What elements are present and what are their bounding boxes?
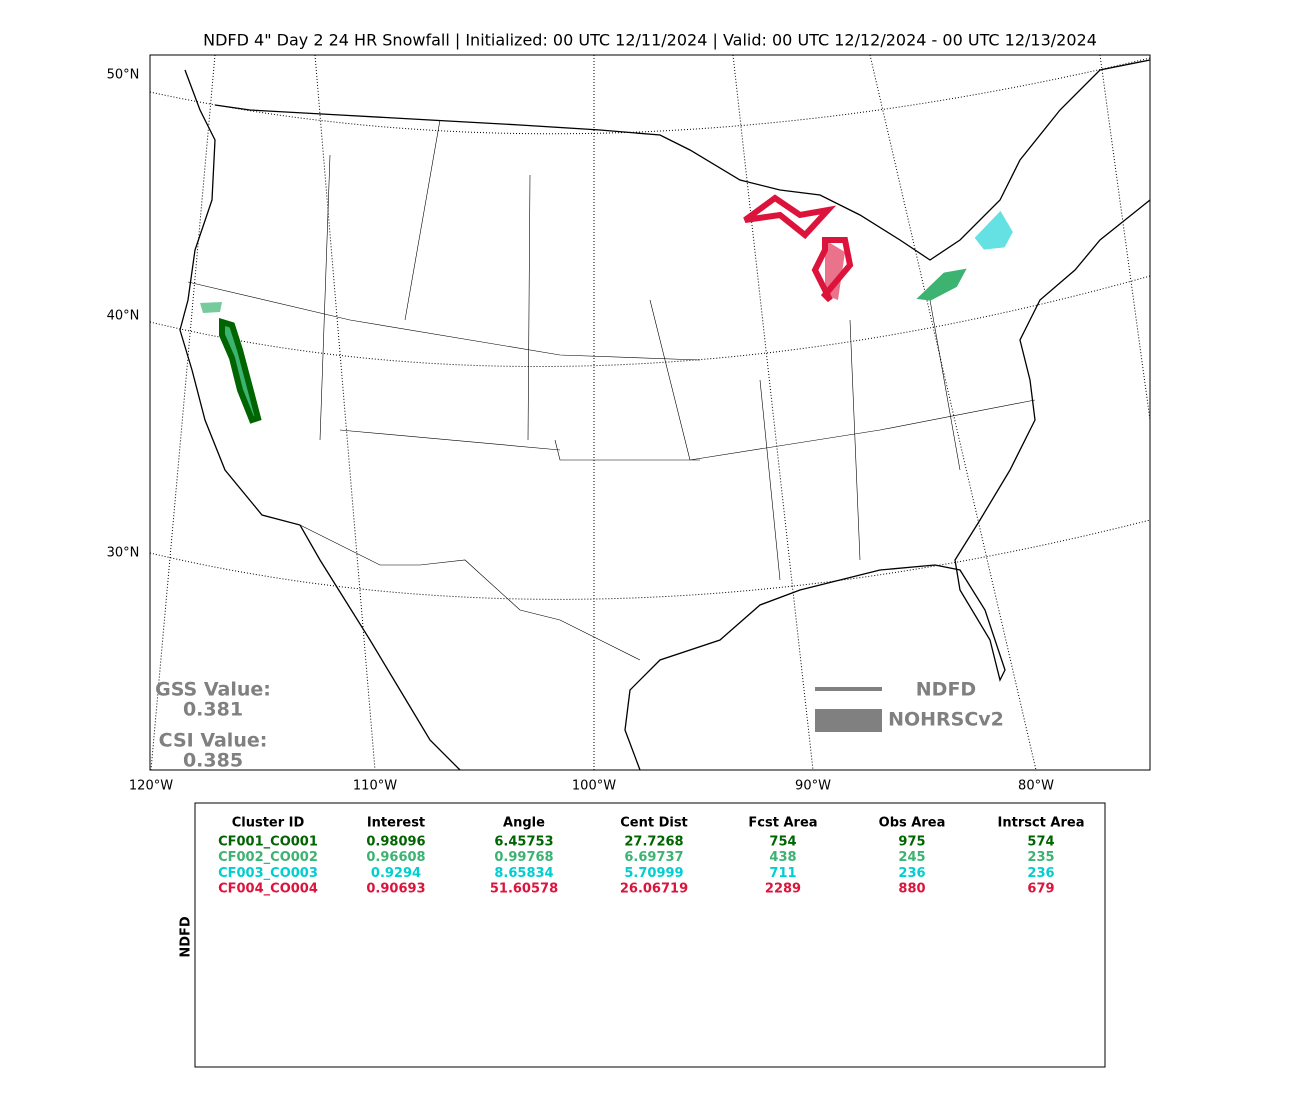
cluster-2-observed — [200, 302, 222, 313]
gss-label: GSS Value: — [155, 679, 271, 701]
table-cell: 0.96608 — [366, 850, 425, 865]
cluster-1 — [219, 317, 262, 424]
table-frame — [194, 802, 1106, 1068]
borders — [187, 119, 1036, 661]
map: 50°N 40°N 30°N 120°W 110°W 100°W 90°W 80… — [107, 54, 1151, 794]
table-cell: CF001_CO001 — [218, 835, 318, 850]
lat-label: 40°N — [107, 309, 140, 324]
table-cell: 0.9294 — [371, 866, 421, 881]
column-header: Cent Dist — [620, 816, 688, 831]
table-cell: 975 — [898, 835, 925, 850]
cluster-4-forecast — [743, 194, 854, 303]
lon-label: 80°W — [1018, 779, 1054, 794]
legend-label: NDFD — [916, 679, 976, 701]
table-cell: 574 — [1027, 835, 1054, 850]
title: NDFD 4" Day 2 24 HR Snowfall | Initializ… — [203, 31, 1097, 50]
table-cell: 245 — [898, 850, 925, 865]
meridian — [314, 55, 376, 770]
gss-value: 0.381 — [183, 699, 243, 721]
table-cell: 0.98096 — [366, 835, 425, 850]
legend-area — [815, 709, 882, 732]
map-frame — [149, 54, 1151, 771]
lon-label: 100°W — [572, 779, 616, 794]
column-header: Interest — [367, 816, 425, 831]
table-cell: 2289 — [765, 882, 801, 897]
csi-label: CSI Value: — [159, 730, 268, 752]
table-cell: 880 — [898, 882, 925, 897]
column-header: Fcst Area — [748, 816, 817, 831]
table-side-label: NDFD — [179, 916, 194, 958]
table-cell: 235 — [1027, 850, 1054, 865]
table-cell: 0.99768 — [494, 850, 553, 865]
lon-label: 110°W — [353, 779, 397, 794]
table-cell: 754 — [769, 835, 796, 850]
cluster-3 — [974, 210, 1013, 250]
cluster-2 — [916, 268, 967, 301]
table-cell: CF003_CO003 — [218, 866, 318, 881]
table-cell: 6.69737 — [624, 850, 683, 865]
table: NDFD Cluster ID Interest Angle Cent Dist Fcs… — [179, 802, 1106, 1068]
parallel — [150, 275, 1150, 368]
csi-value: 0.385 — [183, 750, 243, 772]
lon-label: 120°W — [129, 779, 173, 794]
lon-label: 90°W — [795, 779, 831, 794]
table-cell: CF004_CO004 — [218, 882, 318, 897]
table-cell: 51.60578 — [490, 882, 558, 897]
column-header: Angle — [503, 816, 545, 831]
lat-label: 30°N — [107, 546, 140, 561]
table-cell: 8.65834 — [494, 866, 553, 881]
table-cell: CF002_CO002 — [218, 850, 318, 865]
table-cell: 27.7268 — [624, 835, 683, 850]
lat-label: 50°N — [107, 68, 140, 83]
table-cell: 438 — [769, 850, 796, 865]
table-cell: 26.06719 — [620, 882, 688, 897]
table-cell: 679 — [1027, 882, 1054, 897]
table-cell: 6.45753 — [494, 835, 553, 850]
parallel — [150, 519, 1150, 600]
legend: NDFD NOHRSCv2 — [815, 679, 1004, 732]
column-header: Cluster ID — [232, 816, 305, 831]
column-header: Obs Area — [879, 816, 946, 831]
table-cell: 5.70999 — [624, 866, 683, 881]
column-header: Intrsct Area — [998, 816, 1085, 831]
cluster-4-observed — [825, 240, 845, 300]
table-cell: 711 — [769, 866, 796, 881]
legend-label: NOHRSCv2 — [888, 709, 1004, 731]
coastline — [179, 59, 1150, 770]
table-cell: 236 — [898, 866, 925, 881]
table-cell: 236 — [1027, 866, 1054, 881]
table-cell: 0.90693 — [366, 882, 425, 897]
